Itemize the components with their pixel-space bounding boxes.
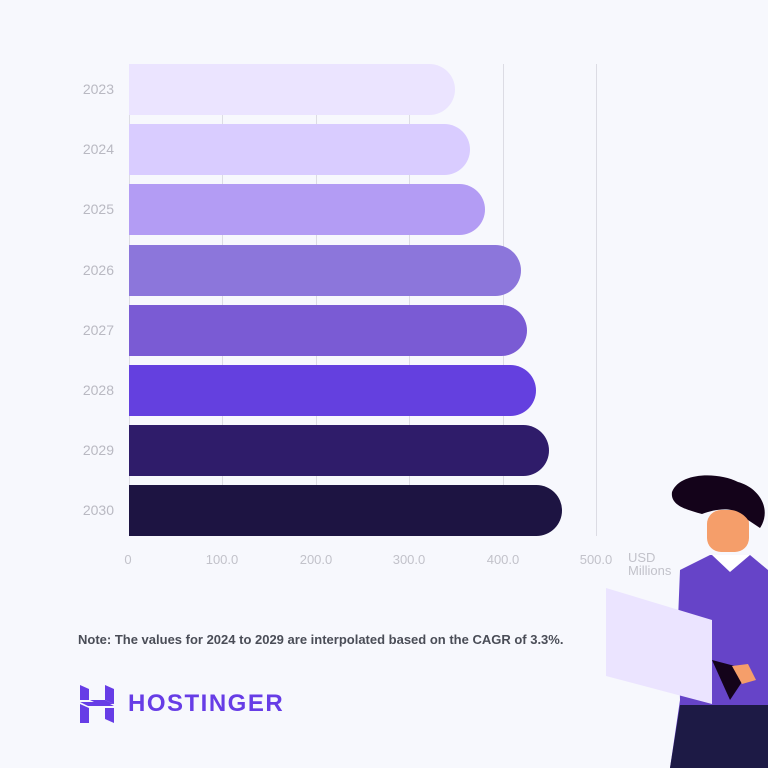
- unit-line-2: Millions: [628, 563, 672, 578]
- trousers-icon: [670, 705, 768, 768]
- y-label-2027: 2027: [82, 321, 114, 338]
- bar-2024: [129, 124, 471, 176]
- gridline-100: [222, 64, 223, 536]
- x-tick-400: 400.0: [486, 552, 520, 567]
- gridline-200: [316, 64, 317, 536]
- axis-baseline: [129, 64, 130, 536]
- bar-2029: [129, 425, 549, 477]
- bar-2028: [129, 365, 536, 416]
- x-tick-200: 200.0: [299, 552, 333, 567]
- bar-2023: [129, 64, 456, 115]
- collar-icon: [712, 555, 750, 572]
- gridline-400: [503, 64, 504, 536]
- hostinger-h-icon: [80, 685, 114, 723]
- bar-2026: [129, 244, 521, 296]
- person-with-laptop-illustration: [606, 475, 768, 768]
- laptop-screen-icon: [606, 588, 712, 704]
- x-axis-unit-label: USD Millions: [628, 551, 671, 577]
- y-label-2030: 2030: [82, 502, 114, 519]
- bar-2027: [129, 304, 528, 356]
- x-tick-500: 500.0: [579, 552, 613, 567]
- gridline-300: [409, 64, 410, 536]
- y-label-2024: 2024: [82, 141, 114, 158]
- brand-name: HOSTINGER: [128, 690, 285, 717]
- x-tick-0: 0: [124, 552, 132, 567]
- y-label-2028: 2028: [82, 382, 114, 398]
- face-icon: [707, 510, 749, 552]
- y-label-2025: 2025: [82, 201, 114, 218]
- footnote: Note: The values for 2024 to 2029 are in…: [78, 632, 564, 647]
- bar-2025: [129, 184, 486, 236]
- y-label-2023: 2023: [82, 81, 114, 97]
- hand-icon: [732, 664, 756, 684]
- x-tick-300: 300.0: [392, 552, 426, 567]
- unit-line-1: USD: [628, 550, 656, 565]
- gridline-500: [596, 64, 597, 536]
- bar-2030: [129, 485, 562, 537]
- hostinger-logo: HOSTINGER: [80, 685, 284, 723]
- x-tick-100: 100.0: [205, 552, 239, 567]
- hair-icon: [671, 475, 765, 528]
- y-label-2029: 2029: [82, 442, 114, 459]
- y-label-2026: 2026: [82, 261, 114, 278]
